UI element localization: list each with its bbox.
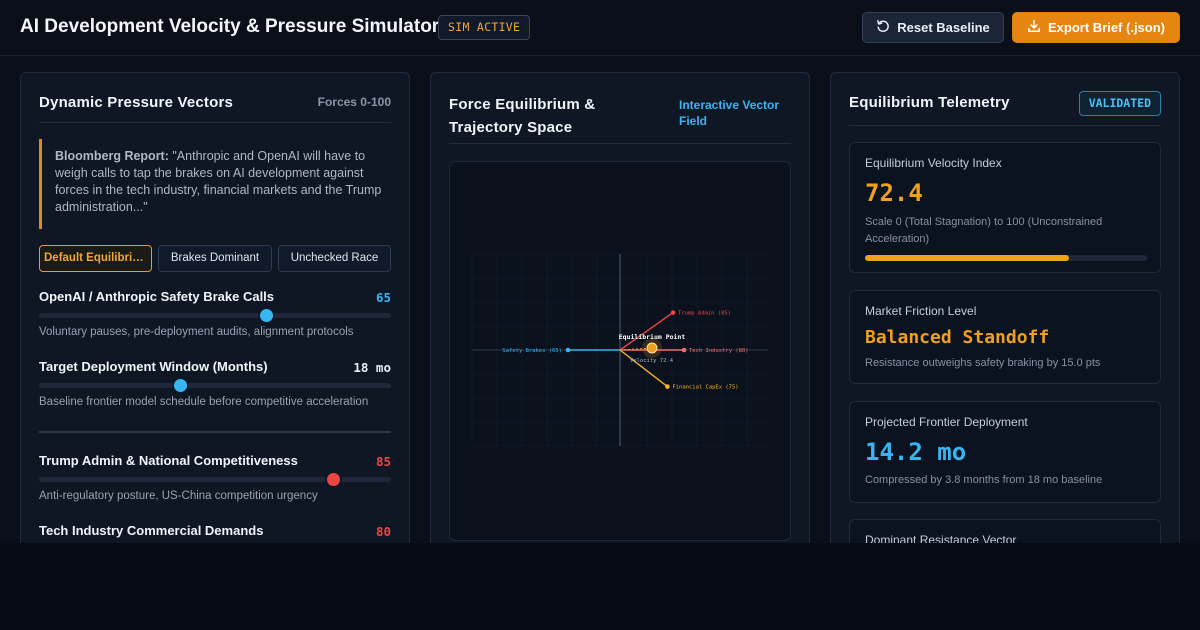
resultant-vector <box>619 347 653 351</box>
app-title: AI Development Velocity & Pressure Simul… <box>20 16 440 37</box>
market-friction-desc: Resistance outweighs safety braking by 1… <box>865 357 1101 369</box>
vector-endpoint-3 <box>565 347 571 353</box>
forces-range-hint: Forces 0-100 <box>317 95 391 109</box>
vector-label-1: Tech Industry (80) <box>689 348 749 354</box>
safety-brake-thumb[interactable] <box>260 309 274 322</box>
tech-industry-value: 80 <box>375 524 391 539</box>
vector-label-3: Safety Brakes (65) <box>502 348 562 354</box>
force-equilibrium-panel: Force Equilibrium & Trajectory Space Int… <box>430 72 810 543</box>
panel-divider <box>449 143 791 144</box>
pressure-vectors-panel: Dynamic Pressure Vectors Forces 0-100 Bl… <box>20 72 410 543</box>
safety-brake-desc: Voluntary pauses, pre-deployment audits,… <box>39 326 354 338</box>
card-label: Equilibrium Velocity Index <box>865 156 1002 170</box>
vector-endpoint-0 <box>670 310 676 315</box>
velocity-index-desc: Scale 0 (Total Stagnation) to 100 (Uncon… <box>865 216 1103 245</box>
velocity-index-card: Equilibrium Velocity Index 72.4 Scale 0 … <box>849 142 1161 273</box>
safety-brake-slider[interactable] <box>39 309 391 322</box>
deployment-window-slider[interactable] <box>39 379 391 392</box>
reset-icon <box>876 19 890 36</box>
trump-admin-thumb[interactable] <box>326 473 340 486</box>
vector-field-canvas[interactable]: Trump Admin (85) Tech Industry (80) Financ… <box>449 161 791 541</box>
telemetry-panel: Equilibrium Telemetry VALIDATED Equilibr… <box>830 72 1180 543</box>
quote-text: "Anthropic and OpenAI will have to weigh… <box>55 149 382 214</box>
trump-admin-value: 85 <box>375 454 391 469</box>
sim-status-badge: SIM ACTIVE <box>438 15 531 40</box>
panel-title: Equilibrium Telemetry <box>849 94 1010 111</box>
vector-label-0: Trump Admin (85) <box>678 311 731 317</box>
hint-line-2: Field <box>679 114 708 128</box>
vector-field-hint: Interactive Vector Field <box>679 97 779 129</box>
trump-admin-label: Trump Admin & National Competitiveness <box>39 453 298 468</box>
card-label: Projected Frontier Deployment <box>865 415 1028 429</box>
export-brief-button[interactable]: Export Brief (.json) <box>1012 12 1180 43</box>
export-brief-label: Export Brief (.json) <box>1047 20 1165 35</box>
quote-source: Bloomberg Report: <box>55 149 169 163</box>
preset-unchecked-race[interactable]: Unchecked Race <box>278 245 391 272</box>
vector-line-0 <box>619 312 674 351</box>
reset-baseline-label: Reset Baseline <box>897 20 990 35</box>
preset-default-equilibrium[interactable]: Default Equilibrium <box>39 245 152 272</box>
dominant-resistance-card: Dominant Resistance Vector <box>849 519 1161 543</box>
card-label: Market Friction Level <box>865 304 977 318</box>
deployment-window-value: 18 mo <box>353 360 391 375</box>
equilibrium-velocity-label: Velocity 72.4 <box>630 358 674 364</box>
safety-brake-value: 65 <box>375 290 391 305</box>
title-line-1: Force Equilibrium & <box>449 96 596 113</box>
panel-title: Force Equilibrium & Trajectory Space <box>449 93 595 139</box>
trump-admin-desc: Anti-regulatory posture, US-China compet… <box>39 490 318 502</box>
projected-deployment-desc: Compressed by 3.8 months from 18 mo base… <box>865 474 1103 486</box>
deployment-window-thumb[interactable] <box>173 379 187 392</box>
preset-brakes-dominant[interactable]: Brakes Dominant <box>158 245 272 272</box>
reset-baseline-button[interactable]: Reset Baseline <box>862 12 1004 43</box>
panel-divider <box>39 122 391 123</box>
deployment-window-desc: Baseline frontier model schedule before … <box>39 396 369 408</box>
vector-endpoint-1 <box>681 347 687 353</box>
validated-badge: VALIDATED <box>1078 91 1161 116</box>
panel-title: Dynamic Pressure Vectors <box>39 94 234 111</box>
bloomberg-quote: Bloomberg Report: "Anthropic and OpenAI … <box>39 139 391 229</box>
equilibrium-point <box>646 342 658 354</box>
velocity-index-value: 72.4 <box>865 179 923 207</box>
market-friction-card: Market Friction Level Balanced Standoff … <box>849 290 1161 384</box>
title-line-2: Trajectory Space <box>449 119 573 136</box>
hint-line-1: Interactive Vector <box>679 98 780 112</box>
equilibrium-title: Equilibrium Point <box>619 333 686 341</box>
app-viewport: AI Development Velocity & Pressure Simul… <box>0 0 1200 543</box>
market-friction-value: Balanced Standoff <box>865 327 1050 348</box>
velocity-progress-bar <box>865 255 1147 261</box>
page-background <box>0 543 1200 630</box>
projected-deployment-card: Projected Frontier Deployment 14.2 mo Co… <box>849 401 1161 503</box>
vector-field-svg: Trump Admin (85) Tech Industry (80) Financ… <box>471 253 768 447</box>
section-separator <box>39 431 391 433</box>
tech-industry-label: Tech Industry Commercial Demands <box>39 523 264 538</box>
vector-line-2 <box>619 349 668 388</box>
vector-endpoint-2 <box>665 384 670 389</box>
trump-admin-slider[interactable] <box>39 473 391 486</box>
projected-deployment-value: 14.2 mo <box>865 438 967 466</box>
vector-label-2: Financial CapEx (75) <box>672 385 738 391</box>
card-label: Dominant Resistance Vector <box>865 533 1017 543</box>
panel-divider <box>849 125 1161 126</box>
safety-brake-label: OpenAI / Anthropic Safety Brake Calls <box>39 289 275 304</box>
app-header: AI Development Velocity & Pressure Simul… <box>0 0 1200 56</box>
velocity-progress-fill <box>865 255 1070 261</box>
download-icon <box>1027 19 1041 36</box>
deployment-window-label: Target Deployment Window (Months) <box>39 359 268 374</box>
